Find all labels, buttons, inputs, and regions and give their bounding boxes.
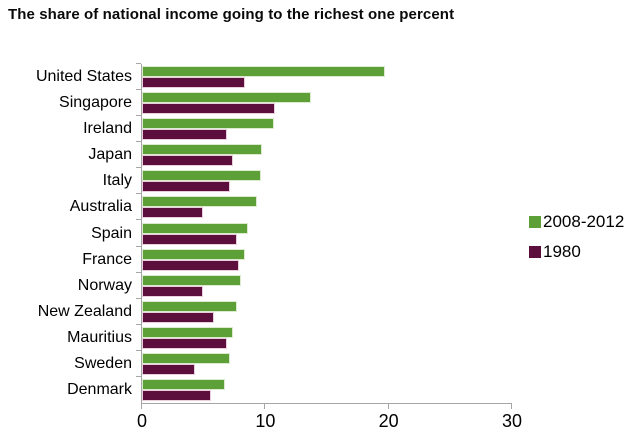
bar-2008-2012 bbox=[142, 222, 248, 234]
bar-1980 bbox=[142, 389, 211, 401]
bar-2008-2012 bbox=[142, 144, 263, 156]
bar-2008-2012 bbox=[142, 66, 385, 78]
category-row: Denmark bbox=[67, 375, 512, 403]
chart-title: The share of national income going to th… bbox=[8, 6, 455, 23]
bar-2008-2012 bbox=[142, 118, 274, 130]
x-tick-label: 30 bbox=[501, 411, 523, 431]
bar-1980 bbox=[142, 129, 227, 141]
category-row: New Zealand bbox=[38, 297, 512, 325]
bar-2008-2012 bbox=[142, 300, 237, 312]
x-tick-label: 10 bbox=[255, 411, 276, 431]
category-row: Australia bbox=[70, 193, 512, 220]
category-label: Japan bbox=[88, 146, 132, 164]
category-row: Mauritius bbox=[67, 323, 512, 351]
category-label: Ireland bbox=[83, 120, 132, 138]
category-row: Spain bbox=[91, 219, 512, 246]
bar-2008-2012 bbox=[142, 248, 246, 260]
category-label: Australia bbox=[69, 198, 132, 216]
category-row: Japan bbox=[88, 141, 512, 168]
category-label: Spain bbox=[91, 224, 132, 242]
bar-1980 bbox=[142, 181, 231, 193]
category-label: France bbox=[82, 250, 132, 268]
legend-item: 1980 bbox=[529, 242, 624, 262]
bar-1980 bbox=[142, 233, 237, 245]
category-label: Mauritius bbox=[67, 328, 132, 346]
plot-area: United States Singapore Ireland Japan It… bbox=[36, 62, 522, 431]
category-label: Denmark bbox=[67, 380, 132, 398]
category-label: Singapore bbox=[59, 94, 132, 112]
bar-1980 bbox=[142, 259, 239, 271]
bar-1980 bbox=[142, 285, 204, 297]
legend-swatch bbox=[529, 216, 541, 228]
bar-2008-2012 bbox=[142, 92, 311, 104]
category-row: France bbox=[82, 245, 512, 273]
category-row: Singapore bbox=[59, 89, 512, 116]
category-row: Norway bbox=[78, 271, 512, 299]
category-label: New Zealand bbox=[37, 302, 132, 320]
bar-2008-2012 bbox=[142, 378, 226, 390]
category-row: Ireland bbox=[83, 115, 512, 142]
bar-2008-2012 bbox=[142, 196, 258, 208]
x-tick-label: 0 bbox=[136, 411, 148, 431]
bar-1980 bbox=[142, 155, 233, 167]
legend-swatch bbox=[529, 246, 541, 258]
legend-item: 2008-2012 bbox=[529, 212, 624, 232]
category-label: United States bbox=[35, 68, 132, 86]
category-row: United States bbox=[36, 62, 512, 90]
bar-1980 bbox=[142, 207, 204, 219]
x-tick-label: 20 bbox=[378, 411, 399, 431]
bar-rows: United States Singapore Ireland Japan It… bbox=[36, 62, 512, 403]
bar-2008-2012 bbox=[142, 326, 233, 338]
x-tick-mark bbox=[264, 404, 266, 409]
bar-1980 bbox=[142, 311, 215, 323]
category-label: Norway bbox=[77, 276, 132, 294]
bar-1980 bbox=[142, 363, 195, 375]
category-row: Sweden bbox=[74, 349, 512, 377]
x-tick-mark bbox=[511, 404, 512, 409]
category-row: Italy bbox=[103, 167, 512, 194]
legend-label: 1980 bbox=[543, 242, 581, 261]
bar-1980 bbox=[142, 103, 275, 115]
bar-1980 bbox=[142, 337, 227, 349]
category-label: Italy bbox=[102, 172, 132, 190]
bar-2008-2012 bbox=[142, 352, 231, 364]
x-tick-mark bbox=[141, 404, 142, 409]
x-tick-mark bbox=[387, 404, 389, 409]
legend: 2008-2012 1980 bbox=[529, 212, 624, 262]
legend-label: 2008-2012 bbox=[543, 212, 625, 231]
category-label: Sweden bbox=[74, 354, 132, 372]
bar-2008-2012 bbox=[142, 170, 262, 182]
bar-1980 bbox=[142, 77, 246, 89]
bar-2008-2012 bbox=[142, 274, 242, 286]
